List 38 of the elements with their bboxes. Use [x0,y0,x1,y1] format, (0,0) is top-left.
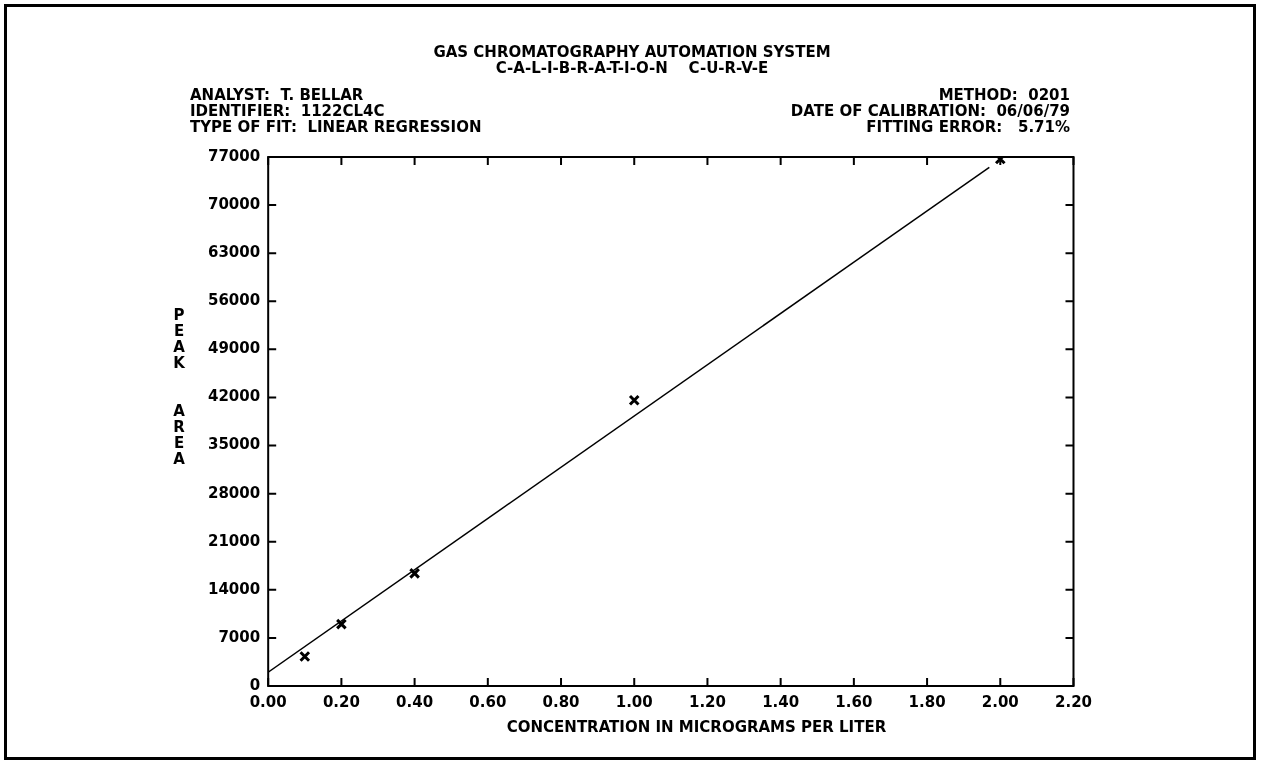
point [408,567,421,580]
x-tick-label: 2.00 [981,692,1019,711]
y-tick-label: 7000 [218,627,261,646]
y-axis-title: PEAK AREA [170,306,188,466]
y-tick-label: 49000 [208,339,261,358]
x-tick-label: 0.20 [322,692,360,711]
x-tick-label: 2.20 [1054,692,1092,711]
text: DATE OF CALIBRATION: 06/06/79 [790,102,1070,120]
x-tick-label: 0.80 [542,692,580,711]
y-tick-label: 70000 [208,194,261,213]
y-tick-label: 77000 [208,146,261,165]
y-tick-label: 0 [249,675,261,694]
y-tick-label: 21000 [208,531,261,550]
y-tick-label: 63000 [208,243,261,262]
x-tick-label: 0.00 [249,692,287,711]
x-tick-label: 1.00 [615,692,653,711]
text: IDENTIFIER: 1122CL4C [190,102,385,120]
x-tick-label: 1.40 [762,692,800,711]
x-tick-label: 0.40 [396,692,434,711]
chart-subtitle: C-A-L-I-B-R-A-T-I-O-N C-U-R-V-E [494,59,770,77]
x-tick-label: 1.80 [908,692,946,711]
y-tick-label: 35000 [208,435,261,454]
text: FITTING ERROR: 5.71% [866,118,1070,136]
x-tick-label: 0.60 [469,692,507,711]
point [335,618,348,630]
y-tick-label: 28000 [208,483,261,502]
x-axis-title: CONCENTRATION IN MICROGRAMS PER LITER [505,718,888,736]
y-tick-label: 56000 [208,291,261,310]
y-tick-label: 42000 [208,387,261,406]
point [628,394,640,406]
point [299,650,311,663]
text: TYPE OF FIT: LINEAR REGRESSION [190,118,482,136]
chart-title: GAS CHROMATOGRAPHY AUTOMATION SYSTEM [432,43,832,61]
x-tick-label: 1.60 [835,692,873,711]
y-tick-label: 14000 [208,579,261,598]
text: METHOD: 0201 [938,86,1070,104]
text: ANALYST: T. BELLAR [190,86,364,104]
x-tick-label: 1.20 [688,692,726,711]
